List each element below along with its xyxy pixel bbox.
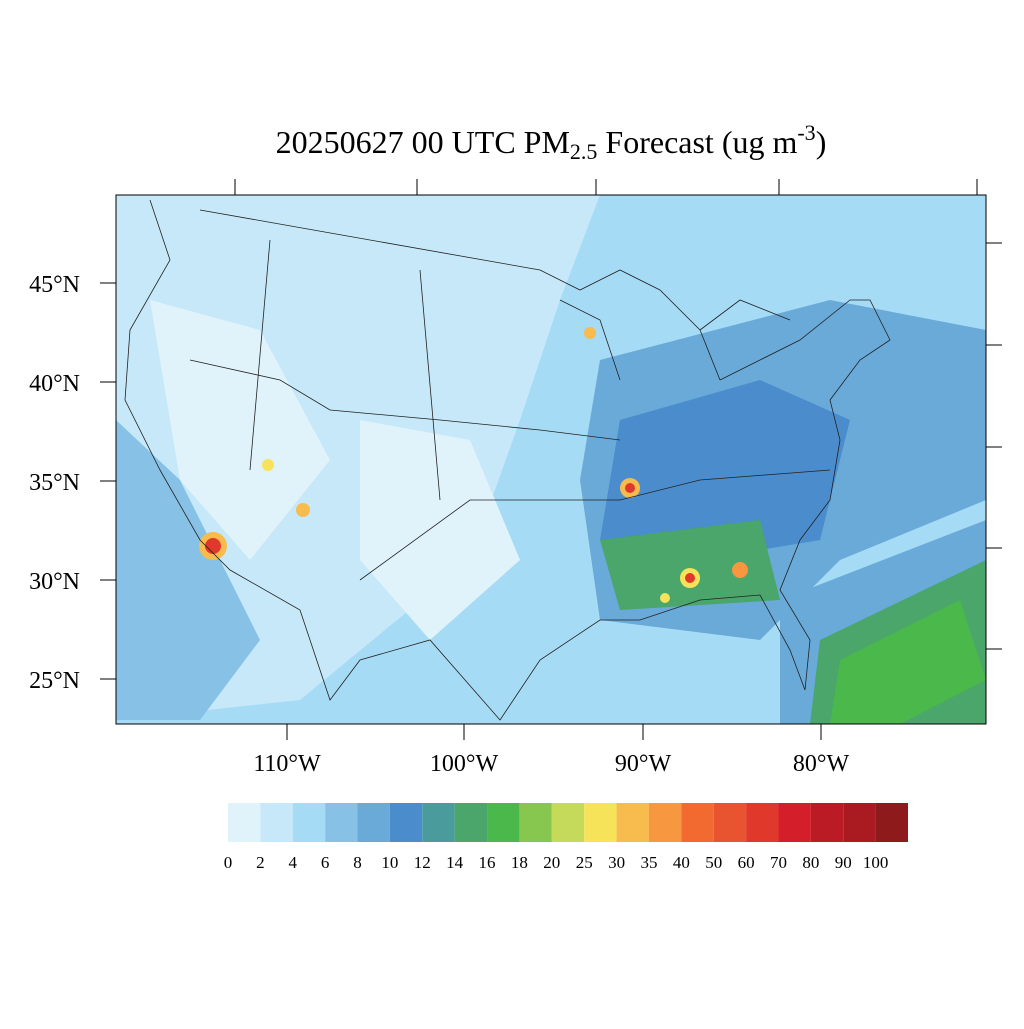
colorbar-box: [746, 803, 779, 842]
title-part: Forecast (ug m: [597, 124, 797, 160]
map-frame: [115, 194, 987, 725]
lon-label: 110°W: [253, 751, 321, 777]
colorbar-label: 2: [256, 853, 265, 872]
colorbar-box: [487, 803, 520, 842]
colorbar-box: [357, 803, 390, 842]
colorbar-label: 14: [446, 853, 464, 872]
lat-label: 40°N: [29, 371, 80, 397]
colorbar-label: 6: [321, 853, 330, 872]
colorbar-box: [422, 803, 455, 842]
lat-label: 30°N: [29, 569, 80, 595]
colorbar-label: 60: [738, 853, 755, 872]
colorbar-box: [260, 803, 293, 842]
colorbar-box: [292, 803, 326, 842]
colorbar-box: [551, 803, 585, 842]
colorbar-label: 100: [863, 853, 889, 872]
colorbar-box: [713, 803, 747, 842]
colorbar-box: [325, 803, 358, 842]
colorbar-label: 70: [770, 853, 787, 872]
map-field: [116, 195, 986, 724]
colorbar-label: 16: [479, 853, 496, 872]
colorbar-box: [810, 803, 844, 842]
colorbar-label: 90: [835, 853, 852, 872]
colorbar-box: [519, 803, 552, 842]
title-part: -3: [797, 120, 815, 145]
title-part: ): [816, 124, 827, 160]
lat-label: 25°N: [29, 668, 80, 694]
map-title: 20250627 00 UTC PM2.5 Forecast (ug m-3): [276, 120, 827, 164]
colorbar-label: 4: [289, 853, 298, 872]
colorbar-label: 18: [511, 853, 528, 872]
colorbar-label: 0: [224, 853, 233, 872]
colorbar-box: [454, 803, 488, 842]
lon-label: 90°W: [615, 751, 672, 777]
colorbar-box: [228, 803, 261, 842]
colorbar-label: 35: [640, 853, 657, 872]
colorbar-box: [681, 803, 714, 842]
colorbar-box: [843, 803, 876, 842]
lat-label: 35°N: [29, 470, 80, 496]
colorbar-label: 10: [381, 853, 398, 872]
colorbar-box: [616, 803, 649, 842]
colorbar-box: [875, 803, 908, 842]
colorbar-box: [584, 803, 617, 842]
title-part: 2.5: [570, 139, 598, 164]
colorbar-label: 8: [353, 853, 362, 872]
lon-label: 80°W: [793, 751, 850, 777]
colorbar-label: 30: [608, 853, 625, 872]
colorbar-box: [778, 803, 811, 842]
colorbar-label: 25: [576, 853, 593, 872]
lat-label: 45°N: [29, 272, 80, 298]
title-part: 20250627 00 UTC PM: [276, 124, 570, 160]
colorbar-label: 50: [705, 853, 722, 872]
colorbar-label: 20: [543, 853, 560, 872]
colorbar-label: 12: [414, 853, 431, 872]
lon-label: 100°W: [430, 751, 499, 777]
colorbar-box: [648, 803, 682, 842]
colorbar-label: 40: [673, 853, 690, 872]
colorbar-box: [389, 803, 423, 842]
colorbar-label: 80: [802, 853, 819, 872]
